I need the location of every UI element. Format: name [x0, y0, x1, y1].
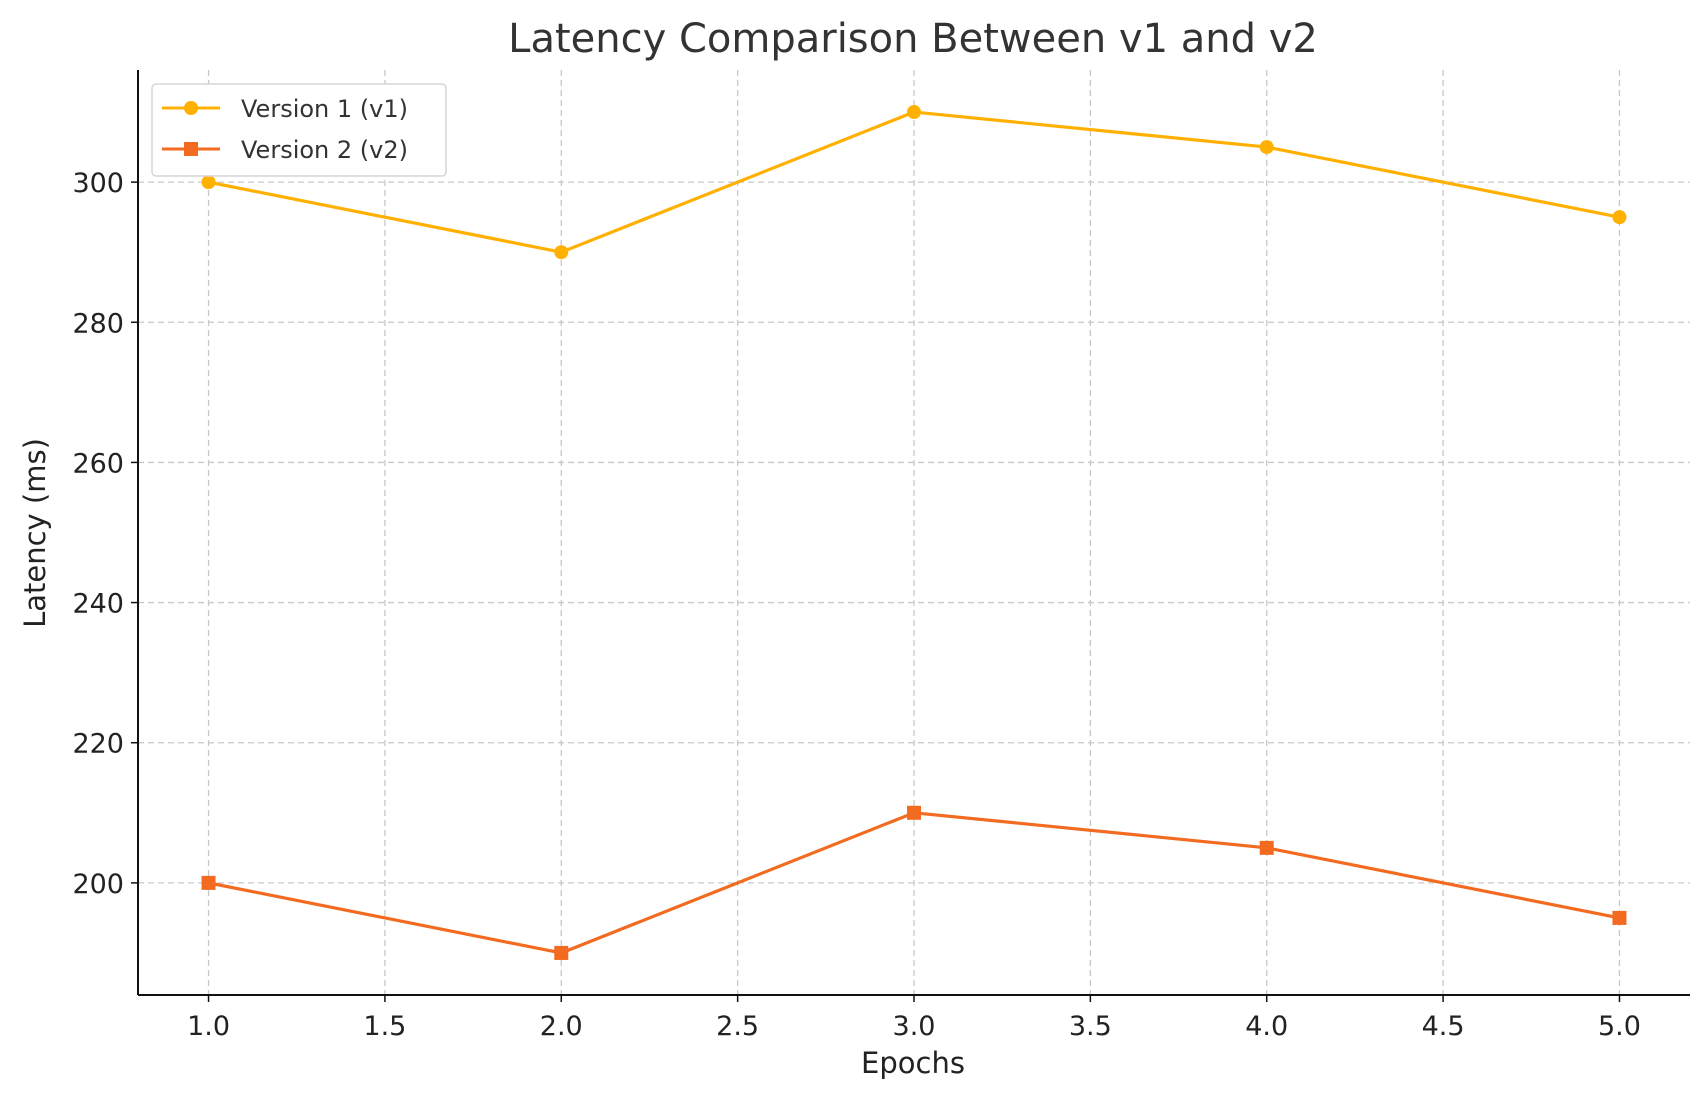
- legend-marker-v1: [184, 101, 198, 115]
- x-tick-label: 1.0: [187, 1011, 230, 1042]
- x-tick-label: 2.5: [716, 1011, 759, 1042]
- data-point-v2: [201, 875, 216, 890]
- legend-marker-v2: [184, 142, 198, 156]
- y-tick-label: 220: [72, 729, 124, 760]
- x-axis-label: Epochs: [861, 1046, 965, 1080]
- x-tick-label: 1.5: [363, 1011, 406, 1042]
- data-point-v2: [554, 945, 569, 960]
- legend-box: [151, 83, 447, 177]
- axis-ticks: 1.0 1.5 2.0 2.5 3.0 3.5 4.0 4.5 5.0 200 220 240 260 2…: [72, 168, 1640, 1042]
- chart-title: Latency Comparison Between v1 and v2: [508, 16, 1318, 62]
- x-tick-label: 4.0: [1245, 1011, 1288, 1042]
- x-tick-label: 3.5: [1069, 1011, 1112, 1042]
- data-point-v2: [907, 805, 921, 820]
- y-tick-label: 260: [72, 448, 124, 479]
- series-layer: [201, 105, 1627, 960]
- x-tick-label: 2.0: [540, 1011, 583, 1042]
- y-tick-label: 280: [72, 308, 124, 339]
- x-tick-label: 3.0: [893, 1011, 936, 1042]
- grid-lines: [138, 70, 1690, 995]
- y-tick-label: 300: [72, 168, 124, 199]
- data-point-v1: [1259, 140, 1274, 155]
- data-point-v1: [1612, 210, 1627, 225]
- y-axis-label: Latency (ms): [18, 438, 52, 628]
- legend-label-v1: Version 1 (v1): [241, 95, 408, 123]
- data-point-v1: [201, 175, 216, 190]
- y-tick-label: 200: [72, 869, 124, 900]
- data-point-v1: [554, 245, 569, 260]
- legend-label-v2: Version 2 (v2): [241, 136, 408, 164]
- x-tick-label: 5.0: [1598, 1011, 1641, 1042]
- data-point-v2: [1612, 910, 1627, 925]
- data-point-v1: [907, 105, 921, 120]
- legend: Version 1 (v1) Version 2 (v2): [151, 83, 447, 177]
- x-tick-label: 4.5: [1422, 1011, 1465, 1042]
- y-tick-label: 240: [72, 589, 124, 620]
- data-point-v2: [1259, 840, 1274, 855]
